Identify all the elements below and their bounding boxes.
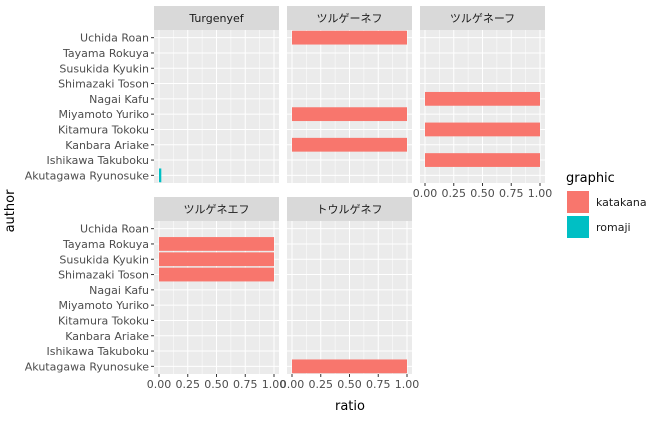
y-tick-label: Akutagawa Ryunosuke <box>25 169 149 182</box>
y-tick-label: Akutagawa Ryunosuke <box>25 360 149 373</box>
y-tick-label: Kitamura Tokoku <box>58 123 149 136</box>
bar <box>292 30 407 45</box>
x-tick-label: 0.00 <box>413 187 438 200</box>
y-tick-label: Tayama Rokuya <box>62 238 149 251</box>
y-tick-label: Shimazaki Toson <box>58 78 149 91</box>
bar <box>159 252 274 267</box>
facet-strip <box>154 197 279 221</box>
y-tick-label: Uchida Roan <box>80 223 149 236</box>
y-tick-label: Tayama Rokuya <box>62 47 149 60</box>
y-tick-label: Susukida Kyukin <box>59 62 149 75</box>
legend-label-katakana: katakana <box>596 196 647 209</box>
y-tick-label: Nagai Kafu <box>89 284 149 297</box>
bar <box>425 153 540 167</box>
legend-key-katakana <box>567 191 589 213</box>
facet-strip <box>154 6 279 30</box>
facet-strip-title: ツルゲネエフ <box>184 203 250 216</box>
x-tick-label: 0.25 <box>309 378 334 391</box>
facet-strip-title: Turgenyef <box>188 12 244 25</box>
y-axis-title: author <box>3 189 18 232</box>
y-tick-label: Ishikawa Takuboku <box>46 154 149 167</box>
y-tick-label: Ishikawa Takuboku <box>46 345 149 358</box>
legend: graphic katakana romaji <box>566 171 647 238</box>
y-tick-label: Kanbara Ariake <box>65 330 149 343</box>
y-tick-label: Nagai Kafu <box>89 93 149 106</box>
bar <box>292 359 407 374</box>
x-tick-label: 1.00 <box>528 187 553 200</box>
y-tick-label: Susukida Kyukin <box>59 253 149 266</box>
bar <box>159 267 274 282</box>
x-tick-label: 0.50 <box>204 378 229 391</box>
legend-title: graphic <box>566 171 615 186</box>
y-tick-label: Uchida Roan <box>80 32 149 45</box>
bar <box>159 168 162 183</box>
x-tick-label: 0.25 <box>176 378 201 391</box>
facet-strip <box>420 6 545 30</box>
bar <box>159 237 274 251</box>
x-tick-label: 0.00 <box>147 378 172 391</box>
x-tick-label: 0.00 <box>280 378 305 391</box>
y-tick-label: Kitamura Tokoku <box>58 314 149 327</box>
facet-strip-title: ツルゲネーフ <box>450 12 515 25</box>
x-axis-title: ratio <box>335 399 365 414</box>
bar <box>292 137 407 152</box>
legend-label-romaji: romaji <box>596 221 631 234</box>
facet-strip <box>287 6 412 30</box>
x-tick-label: 0.50 <box>337 378 362 391</box>
facet-strip <box>287 197 412 221</box>
facet-strip-title: トウルゲネフ <box>317 203 383 216</box>
bar <box>292 107 407 122</box>
y-tick-label: Kanbara Ariake <box>65 139 149 152</box>
x-tick-label: 0.25 <box>442 187 467 200</box>
x-tick-label: 0.75 <box>233 378 258 391</box>
bar <box>425 91 540 106</box>
y-tick-label: Miyamoto Yuriko <box>59 299 150 312</box>
x-tick-label: 0.75 <box>499 187 524 200</box>
y-tick-label: Shimazaki Toson <box>58 269 149 282</box>
facet-panels: Turgenyef Uchida Roan Tayama Rokuya Susukid… <box>25 6 552 391</box>
x-tick-label: 0.50 <box>470 187 495 200</box>
facet-strip-title: ツルゲーネフ <box>317 12 383 25</box>
x-tick-label: 1.00 <box>262 378 287 391</box>
legend-key-romaji <box>567 216 589 238</box>
x-tick-label: 0.75 <box>366 378 391 391</box>
y-tick-label: Miyamoto Yuriko <box>59 108 150 121</box>
bar <box>425 122 540 137</box>
x-tick-label: 1.00 <box>395 378 420 391</box>
